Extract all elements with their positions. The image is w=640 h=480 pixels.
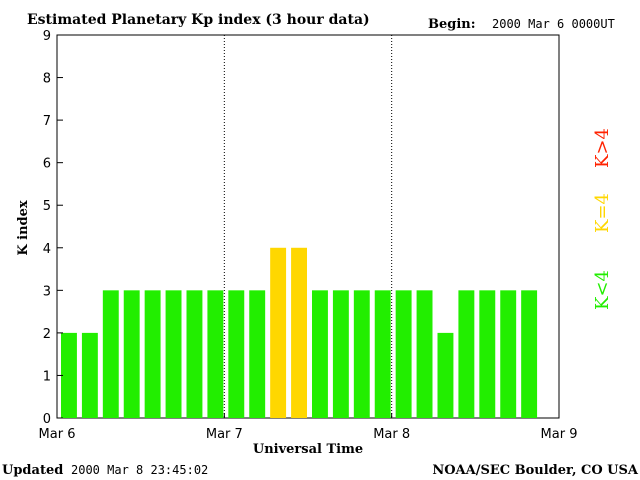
kp-bar: [437, 332, 454, 418]
y-axis-label: K index: [16, 200, 31, 256]
plot-frame: [56, 34, 560, 419]
legend-entry: K=4: [592, 193, 613, 233]
kp-bar: [228, 290, 245, 418]
kp-bar: [61, 332, 77, 418]
kp-bar: [186, 290, 203, 418]
kp-bar: [123, 290, 140, 418]
x-tick-label: Mar 8: [373, 427, 410, 442]
kp-bar: [479, 290, 496, 418]
y-tick-label: 2: [43, 327, 51, 342]
y-tick-label: 4: [43, 242, 51, 257]
y-tick-label: 3: [43, 284, 51, 299]
kp-bar: [81, 332, 98, 418]
kp-bar: [270, 247, 287, 418]
kp-bar: [102, 290, 119, 418]
kp-bar: [332, 290, 349, 418]
x-tick-label: Mar 6: [39, 427, 76, 442]
kp-bar: [458, 290, 475, 418]
kp-bar: [353, 290, 370, 418]
updated-value: 2000 Mar 8 23:45:02: [71, 463, 208, 477]
legend-entry: K>4: [592, 128, 613, 168]
kp-bar: [207, 290, 224, 418]
y-tick-label: 1: [43, 369, 51, 384]
y-tick-label: 7: [43, 114, 51, 129]
kp-bar: [395, 290, 412, 418]
kp-bar: [291, 247, 307, 418]
x-tick-label: Mar 9: [541, 427, 578, 442]
y-tick-label: 9: [43, 29, 51, 44]
begin-label: Begin:: [428, 17, 476, 32]
y-tick-label: 8: [43, 72, 51, 87]
y-tick-label: 6: [43, 157, 51, 172]
kp-bar: [312, 290, 328, 418]
kp-bar: [165, 290, 182, 418]
chart-title: Estimated Planetary Kp index (3 hour dat…: [27, 12, 370, 28]
y-tick-label: 0: [43, 412, 51, 427]
kp-bar: [521, 290, 538, 418]
x-tick-label: Mar 7: [206, 427, 243, 442]
begin-value: 2000 Mar 6 0000UT: [492, 17, 615, 31]
kp-bar: [374, 290, 391, 418]
kp-bar: [144, 290, 161, 418]
updated-label: Updated: [2, 463, 63, 478]
kp-bar: [500, 290, 517, 418]
kp-bar: [249, 290, 266, 418]
source-credit: NOAA/SEC Boulder, CO USA: [432, 463, 639, 478]
kp-bar: [416, 290, 433, 418]
legend-entry: K<4: [592, 270, 613, 310]
x-axis-label: Universal Time: [253, 442, 363, 457]
y-tick-label: 5: [43, 199, 51, 214]
